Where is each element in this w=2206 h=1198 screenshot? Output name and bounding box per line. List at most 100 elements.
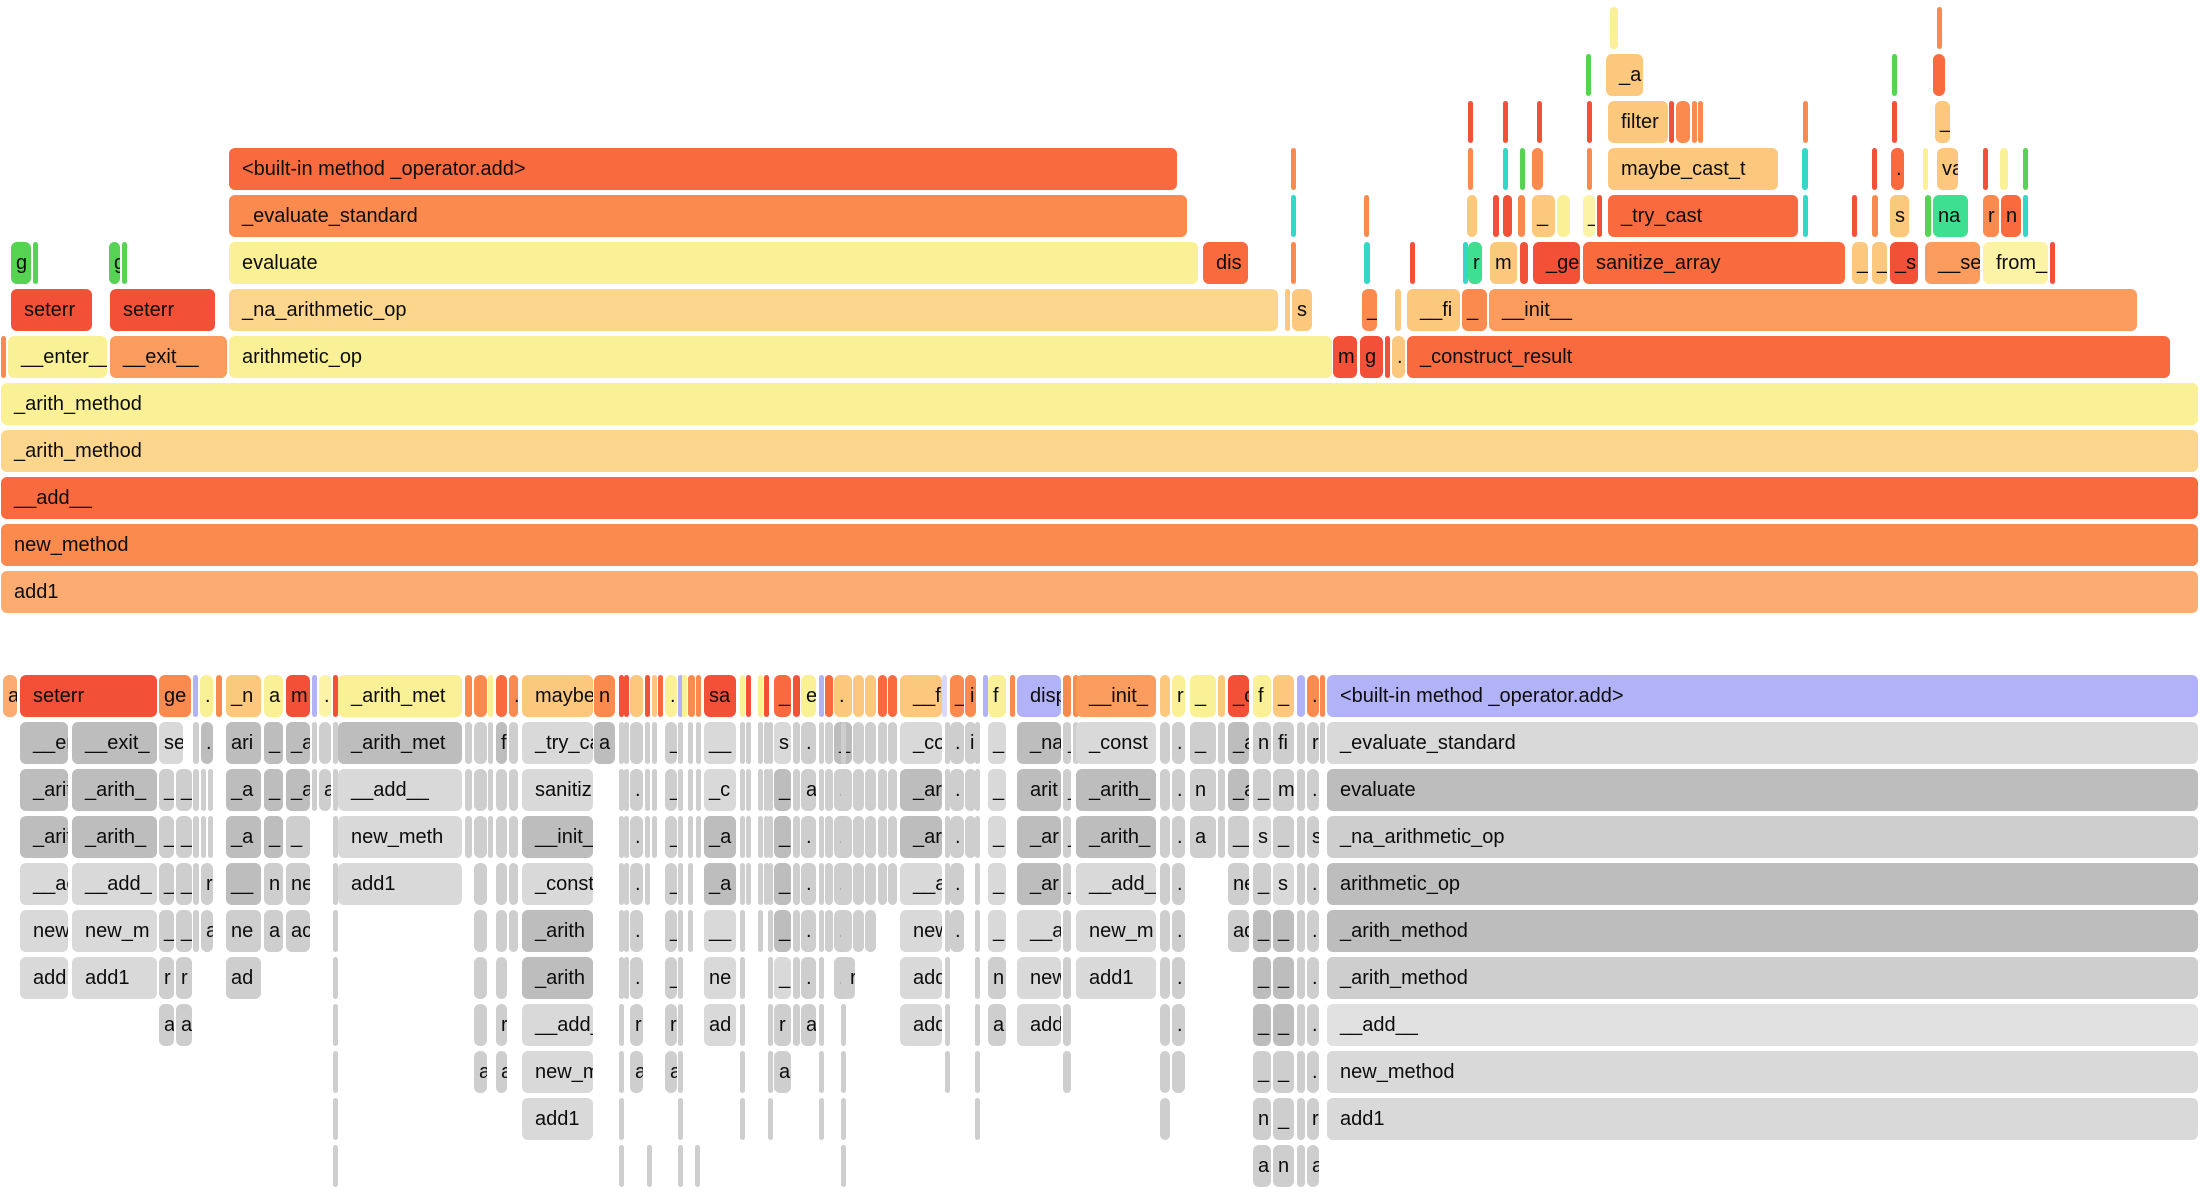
frame-bar[interactable]: new_method	[1327, 1051, 2198, 1093]
frame-bar[interactable]	[853, 910, 864, 952]
frame-bar[interactable]	[496, 957, 507, 999]
frame-bar[interactable]	[758, 769, 763, 811]
frame-bar[interactable]: .	[665, 675, 677, 717]
frame-bar[interactable]	[1172, 1051, 1185, 1093]
frame-bar[interactable]: arit	[1017, 769, 1061, 811]
frame-bar[interactable]: _arith	[522, 910, 593, 952]
frame-bar[interactable]	[825, 816, 833, 858]
frame-bar[interactable]	[888, 816, 897, 858]
frame-bar[interactable]	[193, 722, 199, 764]
frame-bar[interactable]: _	[1253, 910, 1271, 952]
frame-bar[interactable]: a	[774, 1051, 791, 1093]
frame-bar[interactable]	[696, 816, 701, 858]
frame-bar[interactable]	[1692, 101, 1697, 143]
frame-bar[interactable]: _	[665, 957, 677, 999]
frame-bar[interactable]	[619, 1145, 624, 1187]
frame-bar[interactable]	[865, 722, 876, 764]
frame-bar[interactable]: .	[1172, 722, 1185, 764]
frame-bar[interactable]: .	[1307, 910, 1319, 952]
frame-bar[interactable]	[965, 769, 976, 811]
frame-bar[interactable]	[678, 675, 683, 717]
frame-bar[interactable]	[768, 957, 773, 999]
frame-bar[interactable]	[1503, 195, 1512, 237]
frame-bar[interactable]	[764, 675, 769, 717]
frame-bar[interactable]: new	[1017, 957, 1061, 999]
frame-bar[interactable]: .	[201, 722, 213, 764]
frame-bar[interactable]: _	[176, 910, 192, 952]
frame-bar[interactable]	[333, 910, 338, 952]
frame-bar[interactable]	[1297, 722, 1305, 764]
frame-bar[interactable]: na	[1933, 195, 1968, 237]
frame-bar[interactable]: .	[1307, 1051, 1319, 1093]
frame-bar[interactable]: m	[1273, 769, 1294, 811]
frame-bar[interactable]	[474, 957, 487, 999]
frame-bar[interactable]	[1010, 675, 1015, 717]
frame-bar[interactable]: r	[1983, 195, 1999, 237]
frame-bar[interactable]	[740, 722, 745, 764]
frame-bar[interactable]: a	[1253, 1145, 1271, 1187]
frame-bar[interactable]	[509, 816, 518, 858]
frame-bar[interactable]	[825, 863, 833, 905]
frame-bar[interactable]	[624, 910, 629, 952]
frame-bar[interactable]: _	[1063, 863, 1071, 905]
frame-bar[interactable]: r	[1307, 1098, 1319, 1140]
frame-bar[interactable]	[740, 910, 745, 952]
frame-bar[interactable]	[645, 675, 650, 717]
frame-bar[interactable]: .	[1172, 910, 1185, 952]
frame-bar[interactable]	[678, 722, 683, 764]
frame-bar[interactable]	[819, 769, 824, 811]
frame-bar[interactable]	[853, 816, 864, 858]
frame-bar[interactable]: _	[1253, 769, 1271, 811]
frame-bar[interactable]: _	[159, 910, 174, 952]
frame-bar[interactable]: _	[1063, 722, 1071, 764]
frame-bar[interactable]: .	[630, 910, 643, 952]
frame-bar[interactable]	[474, 722, 487, 764]
frame-bar[interactable]: _	[1190, 722, 1216, 764]
frame-bar[interactable]: add1	[338, 863, 462, 905]
frame-bar[interactable]: __add__	[1, 477, 2198, 519]
frame-bar[interactable]	[1587, 148, 1592, 190]
frame-bar[interactable]: _	[1273, 910, 1294, 952]
frame-bar[interactable]	[509, 910, 518, 952]
frame-bar[interactable]: r	[665, 1004, 677, 1046]
frame-bar[interactable]: r	[159, 957, 174, 999]
frame-bar[interactable]	[619, 769, 624, 811]
frame-bar[interactable]	[853, 769, 864, 811]
frame-bar[interactable]: a	[988, 1004, 1006, 1046]
frame-bar[interactable]: f	[988, 675, 1006, 717]
frame-bar[interactable]	[474, 769, 487, 811]
frame-bar[interactable]	[624, 769, 629, 811]
frame-bar[interactable]	[1802, 148, 1808, 190]
frame-bar[interactable]: _	[665, 910, 677, 952]
frame-bar[interactable]	[1852, 195, 1857, 237]
frame-bar[interactable]	[793, 722, 800, 764]
frame-bar[interactable]: _	[1063, 769, 1071, 811]
frame-bar[interactable]: a	[1307, 1145, 1319, 1187]
frame-bar[interactable]	[630, 675, 643, 717]
frame-bar[interactable]: _	[665, 863, 677, 905]
frame-bar[interactable]	[474, 910, 487, 952]
frame-bar[interactable]: _	[1532, 195, 1555, 237]
frame-bar[interactable]	[319, 722, 331, 764]
frame-bar[interactable]: _a	[704, 816, 736, 858]
frame-bar[interactable]	[793, 910, 800, 952]
frame-bar[interactable]: .	[509, 675, 518, 717]
frame-bar[interactable]	[678, 769, 683, 811]
frame-bar[interactable]	[793, 816, 800, 858]
frame-bar[interactable]	[1892, 54, 1897, 96]
frame-bar[interactable]: s	[1273, 863, 1294, 905]
frame-bar[interactable]: _	[1253, 863, 1271, 905]
frame-bar[interactable]: __exit__	[110, 336, 227, 378]
frame-bar[interactable]: _arith	[522, 957, 593, 999]
frame-bar[interactable]: _	[774, 910, 791, 952]
frame-bar[interactable]	[975, 863, 980, 905]
frame-bar[interactable]	[1297, 675, 1305, 717]
frame-bar[interactable]: .	[801, 722, 816, 764]
frame-bar[interactable]	[33, 242, 38, 284]
frame-bar[interactable]: a	[264, 675, 283, 717]
frame-bar[interactable]	[819, 675, 824, 717]
frame-bar[interactable]: __add__	[338, 769, 462, 811]
frame-bar[interactable]: _arith_method	[1, 383, 2198, 425]
frame-bar[interactable]	[619, 675, 624, 717]
frame-bar[interactable]	[333, 1098, 338, 1140]
